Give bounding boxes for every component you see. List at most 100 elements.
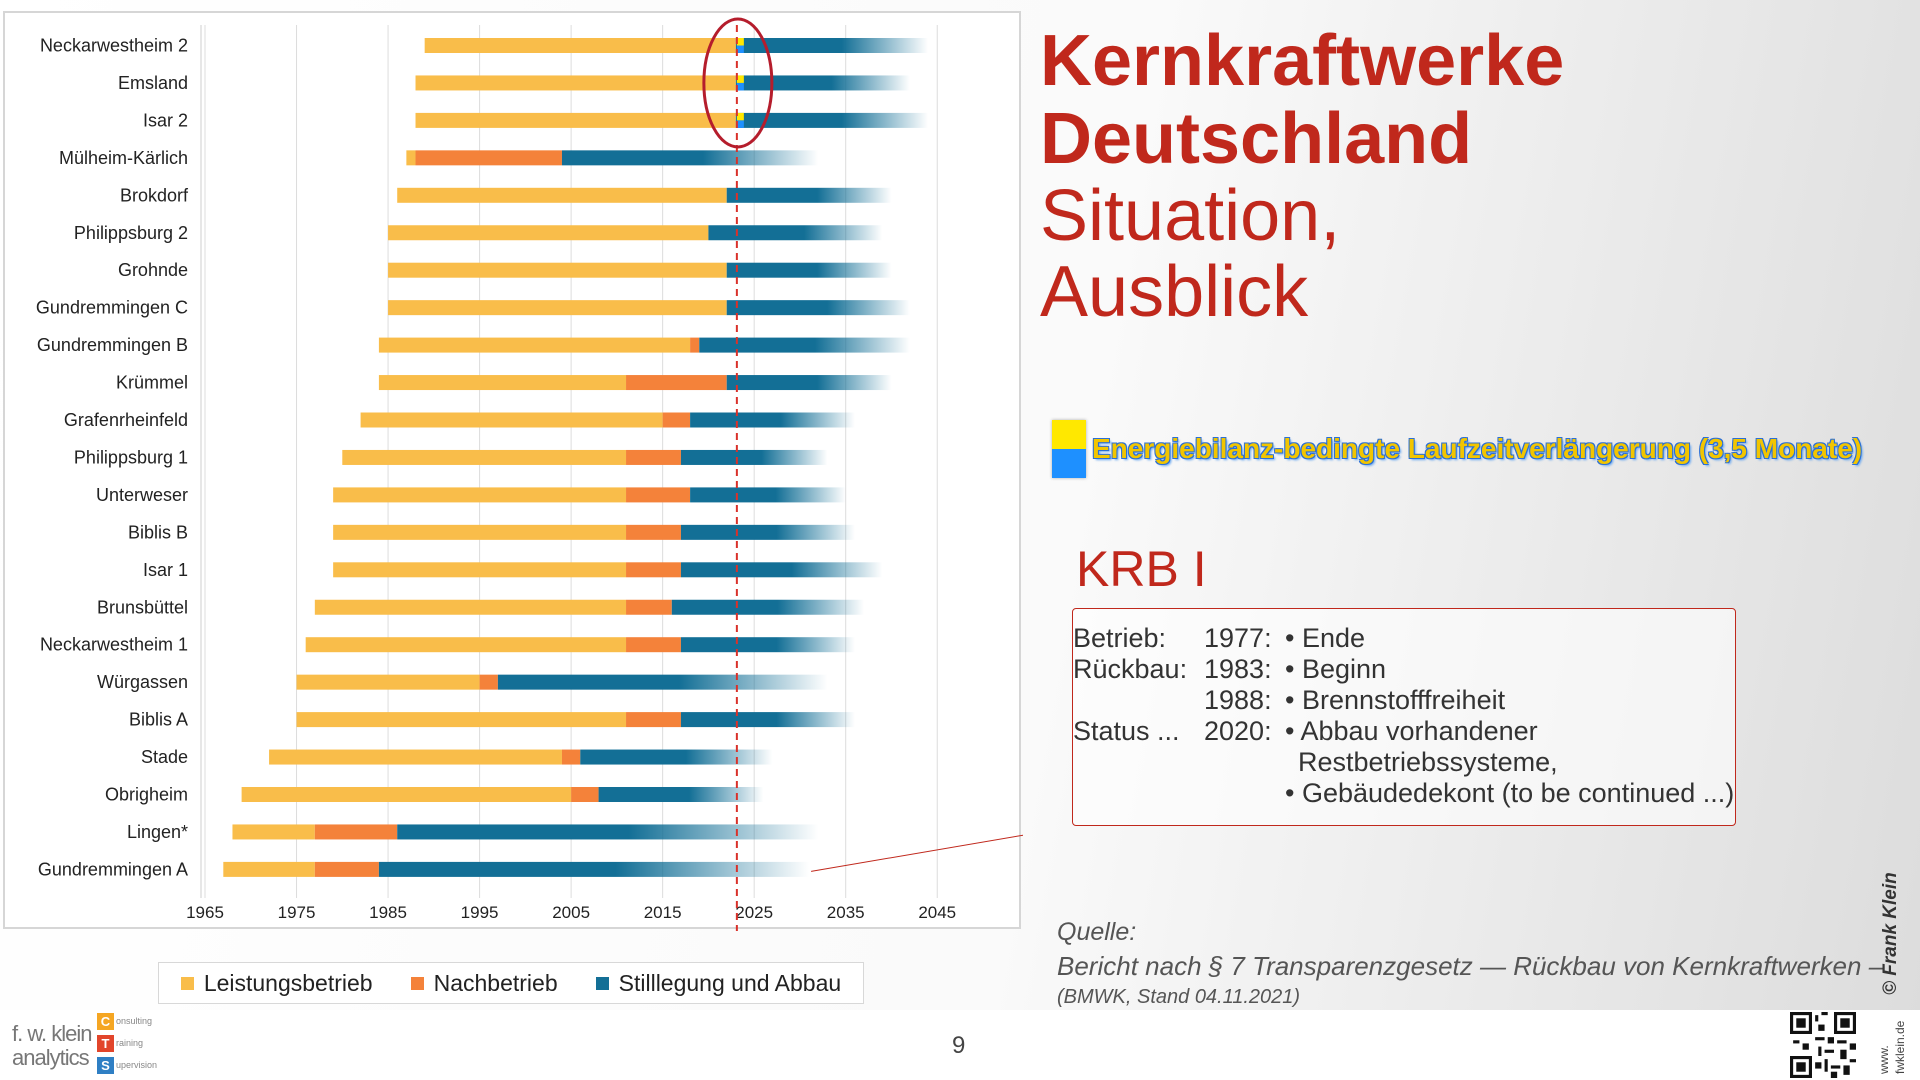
category-label: Philippsburg 2 <box>74 223 188 243</box>
copyright-note: © Frank Klein <box>1880 872 1901 995</box>
bar-leistungsbetrieb <box>378 337 691 353</box>
bar-stilllegung-und-abbau <box>580 749 773 765</box>
bar-leistungsbetrieb <box>296 712 627 728</box>
bar-leistungsbetrieb <box>269 749 562 765</box>
krb-text: • Beginn <box>1285 654 1387 684</box>
krb-text: Restbetriebssysteme, <box>1298 747 1558 777</box>
bar-leistungsbetrieb <box>388 262 727 278</box>
category-label: Unterweser <box>96 485 188 505</box>
bar-stilllegung-und-abbau <box>497 674 828 690</box>
bar-stilllegung-und-abbau <box>671 599 865 615</box>
logo-c-box: C <box>97 1013 114 1030</box>
bar-stilllegung-und-abbau <box>690 412 855 428</box>
logo-word: raining <box>116 1038 144 1048</box>
bar-leistungsbetrieb <box>397 187 727 203</box>
category-label: Grohnde <box>118 260 188 280</box>
logo-line1: f. w. klein <box>12 1021 92 1046</box>
x-tick-label: 1995 <box>461 903 499 922</box>
category-label: Isar 2 <box>143 110 188 130</box>
bar-leistungsbetrieb <box>314 599 627 615</box>
x-tick-label: 2005 <box>552 903 590 922</box>
bar-stilllegung-und-abbau <box>726 187 892 203</box>
extension-bar-bottom <box>736 45 744 53</box>
legend-swatch <box>595 976 609 990</box>
bar-nachbetrieb <box>561 749 581 765</box>
krb-year: 1977: <box>1204 623 1272 653</box>
bar-stilllegung-und-abbau <box>397 824 819 840</box>
extension-bar-top <box>736 75 744 83</box>
bar-stilllegung-und-abbau <box>726 300 910 316</box>
bar-nachbetrieb <box>314 824 398 840</box>
source-label: Quelle: <box>1057 918 1137 946</box>
krb-text: • Brennstofffreiheit <box>1285 685 1506 715</box>
krb-text: • Abbau vorhandener <box>1285 716 1538 746</box>
legend-item-leistungsbetrieb: Leistungsbetrieb <box>180 970 373 997</box>
category-label: Würgassen <box>97 672 188 692</box>
category-label: Biblis B <box>128 522 188 542</box>
page-number: 9 <box>952 1032 966 1059</box>
logo-t-box: T <box>97 1035 114 1052</box>
extension-bar-bottom <box>736 120 744 128</box>
x-tick-label: 1975 <box>278 903 316 922</box>
bar-stilllegung-und-abbau <box>735 75 910 91</box>
x-tick-label: 2025 <box>735 903 773 922</box>
bar-nachbetrieb <box>626 449 681 465</box>
legend-swatch <box>180 976 194 990</box>
bar-nachbetrieb <box>314 861 379 877</box>
category-label: Isar 1 <box>143 560 188 580</box>
category-label: Neckarwestheim 1 <box>40 635 188 655</box>
bar-stilllegung-und-abbau <box>726 375 892 391</box>
logo-line2: analytics <box>12 1045 90 1070</box>
energy-note-text: Energiebilanz-bedingte Laufzeitverlänger… <box>1092 433 1863 464</box>
krb-text: • Ende <box>1285 623 1366 653</box>
category-label: Mülheim-Kärlich <box>59 148 188 168</box>
callout-line <box>811 834 1023 872</box>
logo-s-box: S <box>97 1057 114 1074</box>
bar-leistungsbetrieb <box>360 412 663 428</box>
legend-item-stilllegung: Stilllegung und Abbau <box>595 969 842 997</box>
extension-bar-top <box>736 112 744 121</box>
bar-leistungsbetrieb <box>333 562 627 578</box>
bar-stilllegung-und-abbau <box>735 112 929 128</box>
bar-nachbetrieb <box>415 150 562 166</box>
extension-bar-top <box>736 38 744 46</box>
legend-label: Nachbetrieb <box>433 969 558 996</box>
bar-stilllegung-und-abbau <box>735 38 929 53</box>
bar-leistungsbetrieb <box>241 787 572 802</box>
bar-nachbetrieb <box>626 712 681 728</box>
gantt-chart: Neckarwestheim 2 Emsland Isar 2 Mülheim-Kär… <box>36 17 1023 931</box>
bar-nachbetrieb <box>479 674 498 690</box>
source-sub: (BMWK, Stand 04.11.2021) <box>1057 986 1301 1008</box>
category-label: Grafenrheinfeld <box>64 410 188 430</box>
slide-title-line1: Kernkraftwerke <box>1040 21 1565 101</box>
slide-subtitle-line1: Situation, <box>1040 176 1341 256</box>
bar-stilllegung-und-abbau <box>708 225 883 241</box>
bar-stilllegung-und-abbau <box>680 524 855 540</box>
category-label: Obrigheim <box>105 785 188 805</box>
bar-nachbetrieb <box>626 637 681 653</box>
category-label: Emsland <box>118 73 188 93</box>
category-label: Biblis A <box>129 710 188 730</box>
logo-text: f. w. klein analytics <box>12 1021 92 1070</box>
chart-panel: Neckarwestheim 2 Emsland Isar 2 Mülheim-Kär… <box>3 11 1023 931</box>
bar-leistungsbetrieb <box>388 300 727 316</box>
ukraine-flag-icon <box>1052 420 1086 478</box>
krb-title: KRB I <box>1076 541 1207 597</box>
bar-leistungsbetrieb <box>333 524 627 540</box>
legend-swatch <box>410 976 424 990</box>
bar-stilllegung-und-abbau <box>726 262 892 278</box>
bar-stilllegung-und-abbau <box>680 449 828 465</box>
extension-bar-bottom <box>736 82 744 91</box>
bar-nachbetrieb <box>626 375 727 391</box>
bar-leistungsbetrieb <box>333 487 627 503</box>
highlight-ellipse <box>702 17 774 149</box>
x-tick-label: 1985 <box>369 903 407 922</box>
slide-subtitle-line2: Ausblick <box>1040 252 1309 332</box>
bar-leistungsbetrieb <box>424 38 736 53</box>
legend-label: Stilllegung und Abbau <box>618 969 842 996</box>
bar-leistungsbetrieb <box>296 674 480 690</box>
bar-stilllegung-und-abbau <box>680 562 883 578</box>
krb-label: Betrieb: <box>1073 623 1167 653</box>
category-label: Brokdorf <box>120 185 189 205</box>
slide-title-block: Kernkraftwerke Deutschland Situation, Au… <box>1040 22 1564 330</box>
